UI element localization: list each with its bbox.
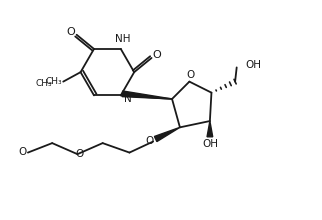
Text: O: O [18,147,26,157]
Text: CH₃: CH₃ [35,79,52,88]
Polygon shape [122,91,172,99]
Text: NH: NH [115,35,130,44]
Text: OH: OH [245,60,261,70]
Text: N: N [124,94,132,104]
Text: O: O [187,70,195,80]
Polygon shape [207,121,213,137]
Text: O: O [67,27,75,37]
Text: O: O [146,136,154,146]
Text: CH₃: CH₃ [45,77,62,86]
Text: OH: OH [202,139,218,149]
Polygon shape [155,127,180,142]
Text: O: O [153,50,162,61]
Text: O: O [75,148,83,159]
